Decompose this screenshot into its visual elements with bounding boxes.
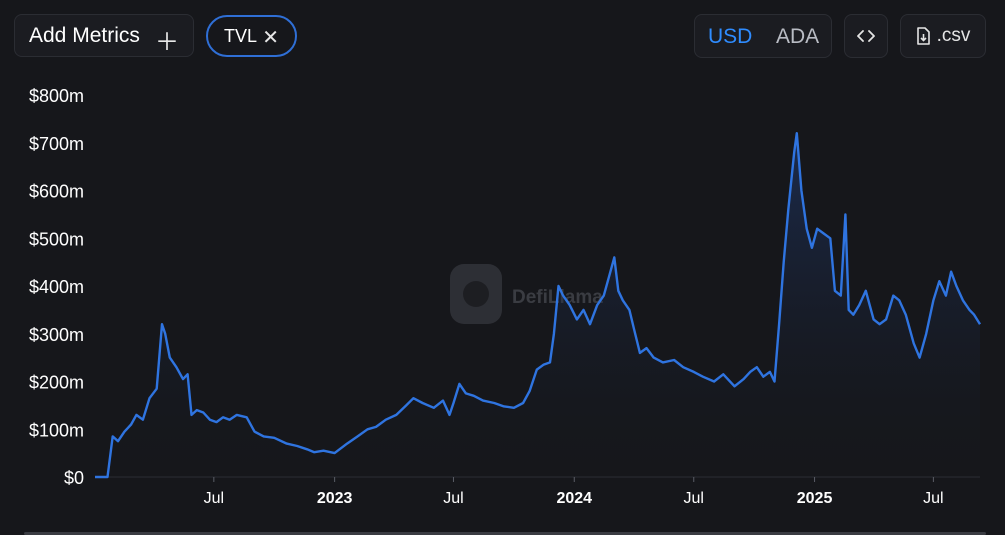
toolbar: Add Metrics ＋ TVL ✕ USD ADA .csv [0, 0, 1005, 72]
metric-pill-tvl[interactable]: TVL ✕ [206, 15, 297, 57]
metric-pill-label: TVL [224, 25, 258, 46]
x-axis: Jul 2023 Jul 2024 Jul 2025 Jul [204, 477, 944, 507]
x-tick-label: Jul [923, 490, 943, 507]
y-tick-label: $500m [29, 229, 84, 249]
tvl-chart: DefiLlama $0$100m$200m$300m$400m$500m$60… [29, 86, 982, 507]
tvl-area-fill [95, 133, 980, 477]
y-tick-label: $700m [29, 134, 84, 154]
y-tick-label: $300m [29, 325, 84, 345]
y-tick-label: $0 [64, 468, 84, 488]
horizontal-scrollbar[interactable] [24, 532, 986, 535]
x-tick-label: Jul [443, 490, 463, 507]
embed-button[interactable] [844, 14, 888, 58]
y-axis: $0 $100m $200m $300m $400m $500m $600m $700m $80… [29, 86, 84, 488]
x-tick-label: 2025 [797, 490, 833, 507]
download-csv-button[interactable]: .csv [900, 14, 986, 58]
x-tick-label: 2023 [317, 490, 353, 507]
tvl-series-line [95, 132, 982, 479]
currency-toggle: USD ADA [694, 14, 832, 58]
currency-option-usd[interactable]: USD [708, 25, 753, 48]
y-tick-label: $400m [29, 277, 84, 297]
y-tick-label: $800m [29, 86, 84, 106]
add-metrics-button[interactable]: Add Metrics ＋ [14, 14, 194, 57]
csv-label: .csv [936, 25, 971, 46]
y-tick-label: $100m [29, 420, 84, 440]
file-download-icon [916, 27, 930, 45]
add-metrics-label: Add Metrics [29, 23, 140, 47]
code-icon [857, 30, 875, 42]
currency-option-ada[interactable]: ADA [776, 25, 820, 48]
x-tick-label: Jul [204, 490, 224, 507]
close-icon[interactable]: ✕ [262, 27, 279, 49]
y-tick-label: $200m [29, 373, 84, 393]
x-tick-label: Jul [684, 490, 704, 507]
x-tick-label: 2024 [556, 490, 592, 507]
y-tick-label: $600m [29, 182, 84, 202]
plus-icon: ＋ [155, 29, 179, 56]
